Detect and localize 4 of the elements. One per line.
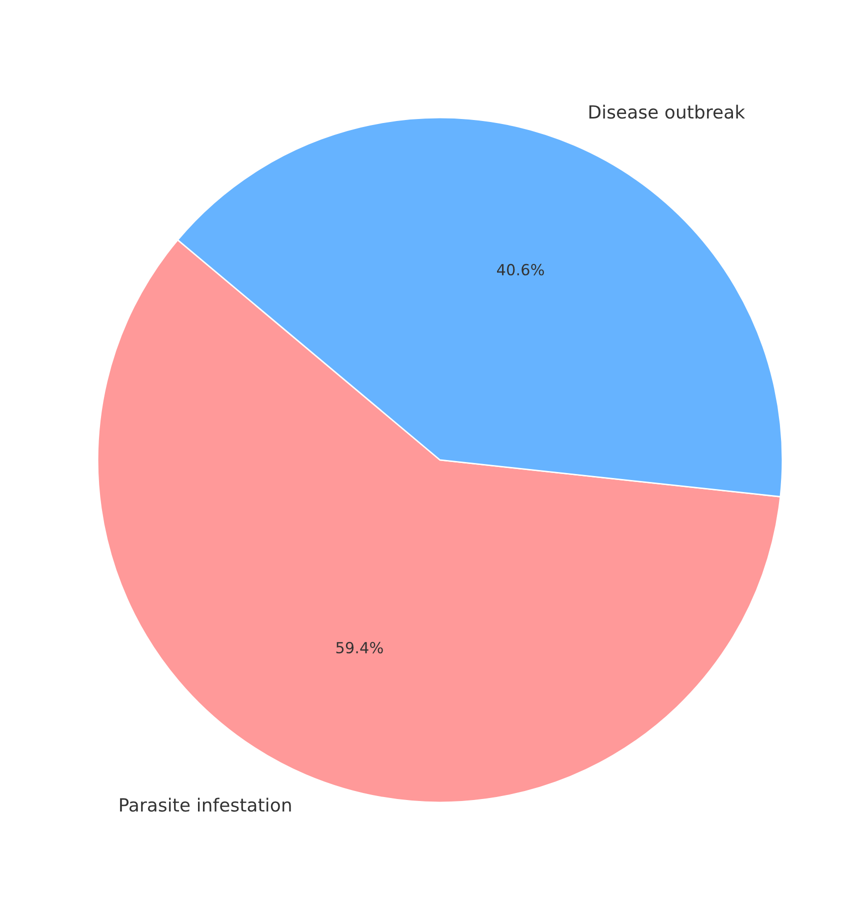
slice-label: Disease outbreak (589, 104, 746, 119)
slice-label: Parasite infestation (120, 798, 291, 812)
data-label: 40.6% (497, 264, 544, 276)
data-label: 59.4% (336, 642, 383, 654)
